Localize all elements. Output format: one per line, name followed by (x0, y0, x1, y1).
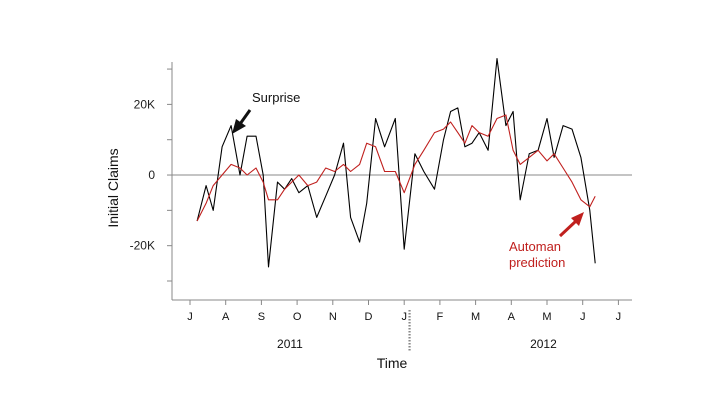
y-tick-label: 20K (134, 97, 155, 111)
annotation-surprise-arrow (238, 109, 252, 125)
axes (167, 62, 632, 352)
x-tick-label: J (580, 311, 586, 323)
series-lines (196, 57, 596, 268)
x-tick-label: O (293, 311, 302, 323)
year-label: 2012 (530, 337, 557, 351)
year-label: 2011 (277, 337, 303, 351)
y-tick-label: 0 (148, 168, 155, 182)
x-axis-label: Time (377, 355, 408, 371)
chart-labels: 20K 0 -20K J A S O N D J F M A M J J 2011 2012 Initial Cla… (105, 97, 621, 371)
x-tick-label: D (365, 311, 373, 323)
x-tick-label: M (542, 311, 551, 323)
y-tick-label: -20K (130, 239, 155, 253)
annotation-prediction-arrow (558, 219, 578, 238)
annotation-prediction-arrowhead (571, 212, 584, 226)
x-tick-label: A (508, 311, 516, 323)
annotation-surprise: Surprise (252, 90, 300, 105)
series-line-actual (196, 57, 596, 268)
annotation-prediction: prediction (509, 255, 565, 270)
x-tick-label: J (616, 311, 622, 323)
x-tick-label: F (437, 311, 444, 323)
x-tick-label: A (222, 311, 230, 323)
x-tick-label: J (401, 311, 407, 323)
x-tick-label: N (329, 311, 337, 323)
annotation-prediction: Automan (509, 239, 561, 254)
series-line-predicted (196, 114, 596, 222)
x-tick-label: S (258, 311, 265, 323)
x-tick-label: M (471, 311, 480, 323)
annotation-surprise-arrowhead (232, 119, 246, 134)
x-tick-label: J (187, 311, 193, 323)
y-axis-label: Initial Claims (105, 148, 121, 227)
